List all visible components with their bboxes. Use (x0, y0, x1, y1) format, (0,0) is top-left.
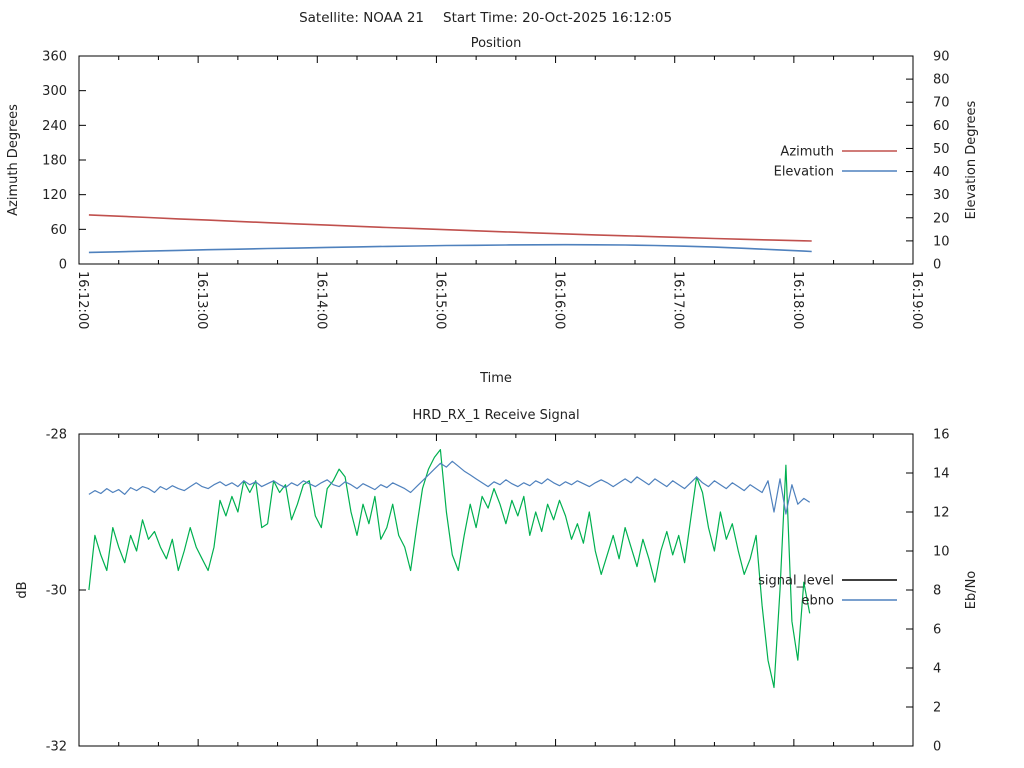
y2-tick-label: 0 (933, 258, 941, 273)
x-tick-label: 16:14:00 (313, 271, 328, 329)
receive-signal-axis-ticks (78, 433, 914, 747)
x-tick-label: 16:15:00 (432, 271, 447, 329)
y-axis-label: Azimuth Degrees (6, 104, 21, 216)
y2-tick-label: 20 (933, 211, 950, 226)
y2-tick-label: 8 (933, 584, 941, 599)
elevation-series (88, 243, 812, 254)
y2-axis-label: Elevation Degrees (964, 100, 979, 219)
legend-label-Elevation: Elevation (774, 165, 834, 180)
y2-tick-label: 2 (933, 701, 941, 716)
y2-tick-label: 4 (933, 662, 941, 677)
y2-tick-label: 60 (933, 119, 950, 134)
legend-label-ebno: ebno (802, 594, 834, 609)
x-tick-label: 16:12:00 (75, 271, 90, 329)
y-tick-label: 0 (59, 258, 67, 273)
y2-tick-label: 16 (933, 428, 950, 443)
charts-group: 16:12:00 16:13:00 16:14:00 16:15:00 16:16:00… (6, 36, 979, 755)
y2-tick-label: 80 (933, 73, 950, 88)
y2-axis-label: Eb/No (964, 571, 979, 610)
y2-tick-label: 0 (933, 740, 941, 755)
x-tick-label: 16:13:00 (194, 271, 209, 329)
y2-tick-label: 6 (933, 623, 941, 638)
legend-label-Azimuth: Azimuth (780, 145, 834, 160)
ebno-series (88, 460, 811, 515)
y2-tick-label: 10 (933, 545, 950, 560)
y2-tick-label: 90 (933, 50, 950, 65)
page-title-start-time: Start Time: 20-Oct-2025 16:12:05 (443, 10, 672, 26)
y-tick-label: 180 (42, 154, 67, 169)
y2-tick-label: 14 (933, 467, 950, 482)
y-tick-label: 120 (42, 188, 67, 203)
position-chart: 16:12:00 16:13:00 16:14:00 16:15:00 16:16:00… (6, 36, 979, 386)
azimuth-series (88, 214, 812, 242)
y-tick-label: -28 (46, 428, 67, 443)
y-tick-label: 240 (42, 119, 67, 134)
x-axis-label: Time (479, 371, 512, 386)
receive-signal-plot-border (78, 433, 914, 747)
y-tick-label: 60 (50, 223, 67, 238)
x-tick-label: 16:18:00 (790, 271, 805, 329)
x-tick-label: 16:17:00 (671, 271, 686, 329)
y-tick-label: 360 (42, 50, 67, 65)
x-tick-label: 16:16:00 (552, 271, 567, 329)
position-title: Position (471, 36, 522, 51)
receive-signal-title: HRD_RX_1 Receive Signal (412, 408, 579, 423)
x-tick-label: 16:19:00 (909, 271, 924, 329)
y-tick-label: 300 (42, 84, 67, 99)
signal_level-series (88, 449, 811, 689)
y2-tick-label: 12 (933, 506, 950, 521)
legend-label-signal_level: signal_level (758, 574, 834, 589)
y2-tick-label: 10 (933, 234, 950, 249)
y2-tick-label: 50 (933, 142, 950, 157)
page-title-satellite: Satellite: NOAA 21 (299, 10, 424, 26)
y2-tick-label: 30 (933, 188, 950, 203)
y2-tick-label: 70 (933, 96, 950, 111)
position-axis-ticks (78, 55, 914, 265)
y-tick-label: -30 (46, 584, 67, 599)
y-tick-label: -32 (46, 740, 67, 755)
y-axis-label: dB (15, 581, 30, 598)
y2-tick-label: 40 (933, 165, 950, 180)
position-plot-border (78, 55, 914, 265)
